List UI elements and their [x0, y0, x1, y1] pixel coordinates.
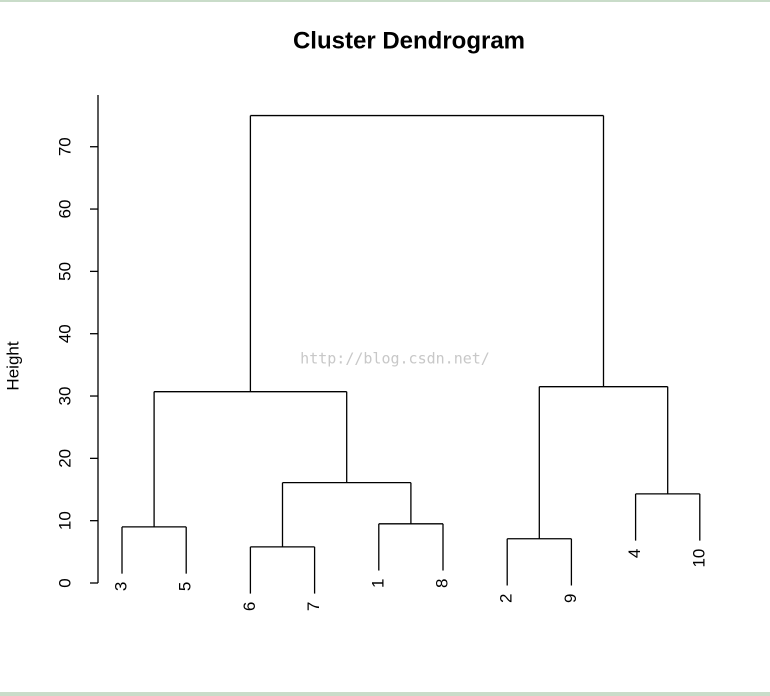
leaf-label: 9 [561, 593, 580, 602]
y-tick-label: 0 [55, 578, 74, 587]
leaf-label: 10 [689, 549, 708, 568]
y-tick-label: 20 [55, 449, 74, 468]
y-tick-label: 40 [55, 324, 74, 343]
top-border [0, 0, 770, 2]
y-tick-label: 30 [55, 387, 74, 406]
leaf-label: 2 [497, 593, 516, 602]
bottom-border [0, 692, 770, 696]
watermark: http://blog.csdn.net/ [300, 350, 490, 368]
y-tick-label: 50 [55, 262, 74, 281]
leaf-label: 4 [625, 549, 644, 558]
leaf-label: 5 [176, 582, 195, 591]
leaf-label: 8 [432, 579, 451, 588]
chart-title: Cluster Dendrogram [293, 27, 525, 54]
leaf-label: 6 [240, 602, 259, 611]
leaf-label: 3 [111, 582, 130, 591]
leaf-label: 1 [368, 579, 387, 588]
leaf-label: 7 [304, 602, 323, 611]
y-tick-label: 70 [55, 137, 74, 156]
y-tick-label: 60 [55, 200, 74, 219]
y-axis-label: Height [3, 341, 22, 390]
y-tick-label: 10 [55, 511, 74, 530]
